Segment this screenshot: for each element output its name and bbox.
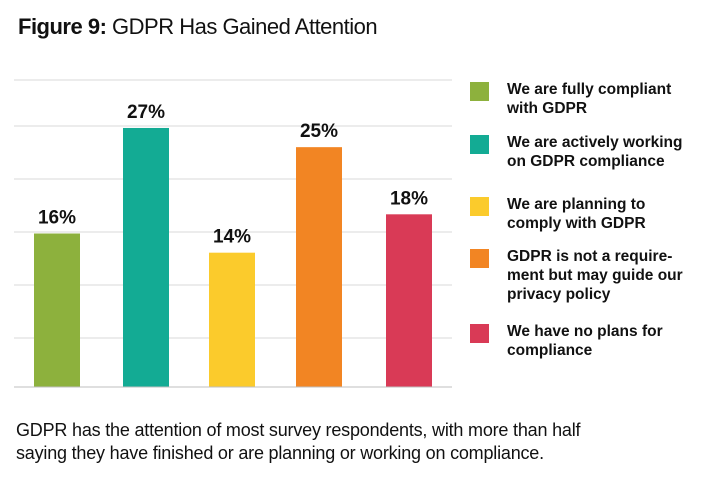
bar [386,214,432,387]
legend-swatch [470,249,489,268]
caption: GDPR has the attention of most survey re… [16,419,696,465]
bar-chart: 16% 27% 14% 25% 18% [14,79,452,388]
bar [34,233,80,387]
legend-item: GDPR is not a require- ment but may guid… [470,247,683,304]
legend-label: We are planning to comply with GDPR [507,196,646,232]
legend-swatch [470,82,489,101]
legend-item: We are planning to comply with GDPR [470,195,646,233]
caption-line-1: GDPR has the attention of most survey re… [16,420,581,440]
figure-label: Figure 9: [18,14,107,39]
legend-swatch [470,197,489,216]
legend-item: We have no plans for compliance [470,322,663,360]
caption-line-2: saying they have finished or are plannin… [16,443,544,463]
legend-label: We have no plans for compliance [507,323,663,359]
bars [34,127,432,387]
bar-value-label: 27% [127,102,165,123]
bar-value-label: 25% [300,121,338,142]
figure-title: Figure 9: GDPR Has Gained Attention [18,14,378,40]
bar [296,147,342,387]
legend-item: We are fully compliant with GDPR [470,80,671,118]
bar [123,127,169,387]
value-labels: 16% 27% 14% 25% 18% [38,102,428,248]
figure-title-text: GDPR Has Gained Attention [112,14,378,39]
bar [209,252,255,387]
legend-swatch [470,135,489,154]
legend-label: GDPR is not a require- ment but may guid… [507,248,683,303]
bar-value-label: 16% [38,208,76,229]
legend-label: We are actively working on GDPR complian… [507,134,683,170]
legend-label: We are fully compliant with GDPR [507,81,672,117]
bar-value-label: 14% [213,227,251,248]
bar-value-label: 18% [390,188,428,209]
legend-item: We are actively working on GDPR complian… [470,133,682,171]
legend-swatch [470,324,489,343]
